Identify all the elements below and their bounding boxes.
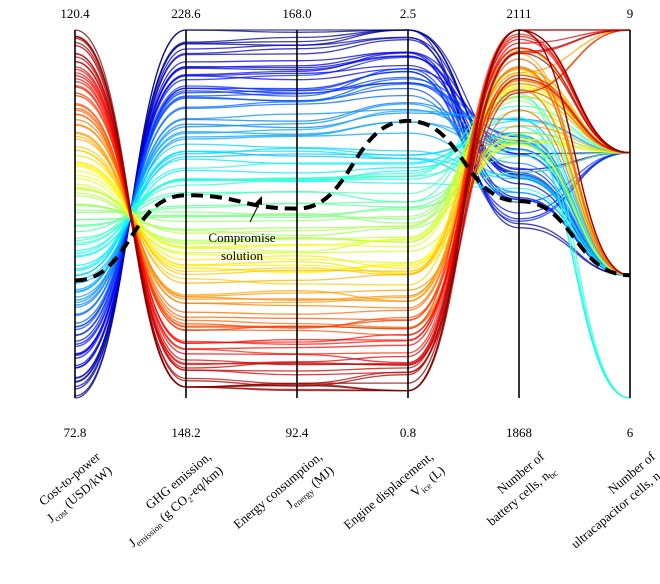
annotation-line-2: solution (221, 248, 263, 263)
axis-max-label: 228.6 (171, 6, 201, 21)
solution-line (74, 29, 631, 276)
compromise-line (74, 118, 631, 283)
axis-min-label: 1868 (506, 425, 532, 440)
axis-min-label: 72.8 (64, 425, 87, 440)
solution-line (74, 68, 631, 284)
solution-line (74, 132, 631, 273)
solution-line (74, 70, 631, 336)
annotation-line-1: Compromise (208, 230, 275, 245)
axis-title: Energy consumption,Jenergy (MJ) (230, 449, 336, 532)
solution-line (74, 82, 631, 276)
solution-line (74, 149, 631, 276)
axis-min-label: 148.2 (171, 425, 200, 440)
solution-line (74, 141, 631, 254)
axis-title: Engine displacement,Vice (L) (341, 449, 448, 532)
solution-line (74, 105, 631, 246)
solution-line (74, 78, 631, 302)
axis-max-label: 2111 (506, 6, 531, 21)
solution-line (74, 133, 631, 399)
axis-max-label: 2.5 (400, 6, 416, 21)
axis-title-line-2: ultracapacitor cells, nuc (568, 463, 660, 553)
solution-line (74, 100, 631, 276)
axis-max-label: 120.4 (60, 6, 90, 21)
solution-line (74, 143, 631, 276)
axis-max-label: 168.0 (282, 6, 311, 21)
solution-line (74, 93, 631, 399)
solution-line (74, 120, 631, 272)
solution-line (74, 143, 631, 277)
compromise-solution: Compromise solution (74, 118, 631, 283)
solution-line (74, 29, 631, 392)
solution-line (74, 150, 631, 276)
solution-line (74, 51, 631, 359)
solution-line (74, 49, 631, 275)
axis-min-label: 6 (627, 425, 634, 440)
solution-line (74, 110, 631, 291)
solution-line (74, 152, 631, 221)
solution-line (74, 103, 631, 301)
solution-line (74, 83, 631, 301)
solution-lines (74, 29, 631, 399)
solution-line (74, 95, 631, 276)
solution-line (74, 96, 631, 276)
axis-min-label: 92.4 (286, 425, 309, 440)
solution-line (74, 88, 631, 329)
arrow-head (255, 196, 262, 205)
solution-line (74, 152, 631, 221)
axis-max-label: 9 (627, 6, 634, 21)
axes (74, 30, 631, 398)
axis-min-label: 0.8 (400, 425, 416, 440)
axis-title: GHG emission,Jemission (g CO₂-eq/km) (125, 449, 225, 550)
solution-line (74, 29, 631, 304)
